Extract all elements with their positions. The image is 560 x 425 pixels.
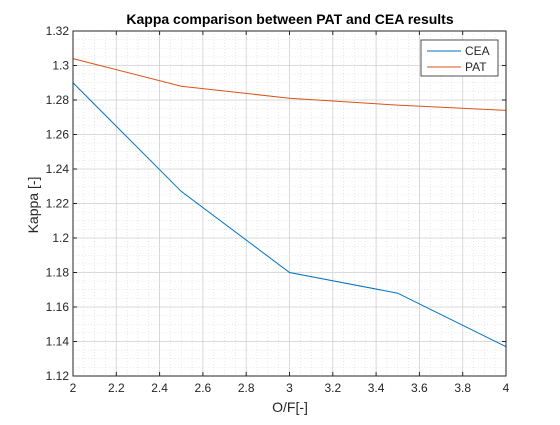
series-layer	[72, 58, 507, 348]
y-axis: 1.12 1.14 1.16 1.18 1.2 1.22 1.24 1.26 1.28 1.3 1.…	[46, 24, 506, 383]
y-tick-label: 1.12	[46, 369, 70, 383]
x-tick-label: 4	[503, 381, 510, 395]
legend: CEA PAT	[420, 39, 499, 77]
x-tick-label: 2.8	[238, 381, 255, 395]
x-tick-label: 2.2	[108, 381, 125, 395]
y-tick-label: 1.24	[46, 162, 70, 176]
y-tick-label: 1.28	[46, 93, 70, 107]
y-tick-label: 1.32	[46, 24, 70, 38]
y-tick-label: 1.3	[52, 59, 69, 73]
y-tick-label: 1.18	[46, 266, 70, 280]
x-axis: 2 2.2 2.4 2.6 2.8 3 3.2 3.4 3.6 3.8 4	[70, 31, 510, 395]
y-tick-label: 1.22	[46, 197, 70, 211]
legend-label-pat: PAT	[465, 60, 487, 74]
y-tick-label: 1.16	[46, 300, 70, 314]
x-tick-label: 3.8	[454, 381, 471, 395]
y-tick-label: 1.14	[46, 335, 70, 349]
x-tick-label: 2.4	[151, 381, 168, 395]
y-axis-label: Kappa [-]	[25, 177, 41, 234]
x-tick-label: 3.6	[411, 381, 428, 395]
x-tick-label: 2.6	[195, 381, 212, 395]
series-line-cea	[72, 82, 507, 348]
x-tick-label: 3.4	[368, 381, 385, 395]
y-tick-label: 1.26	[46, 128, 70, 142]
series-line-pat	[72, 58, 507, 111]
y-tick-label: 1.2	[52, 231, 69, 245]
x-tick-label: 3	[286, 381, 293, 395]
legend-box	[420, 39, 499, 77]
x-tick-label: 3.2	[324, 381, 341, 395]
legend-label-cea: CEA	[465, 44, 490, 58]
x-tick-label: 2	[70, 381, 77, 395]
x-axis-label: O/F[-]	[272, 399, 308, 415]
chart-title: Kappa comparison between PAT and CEA res…	[126, 11, 453, 27]
